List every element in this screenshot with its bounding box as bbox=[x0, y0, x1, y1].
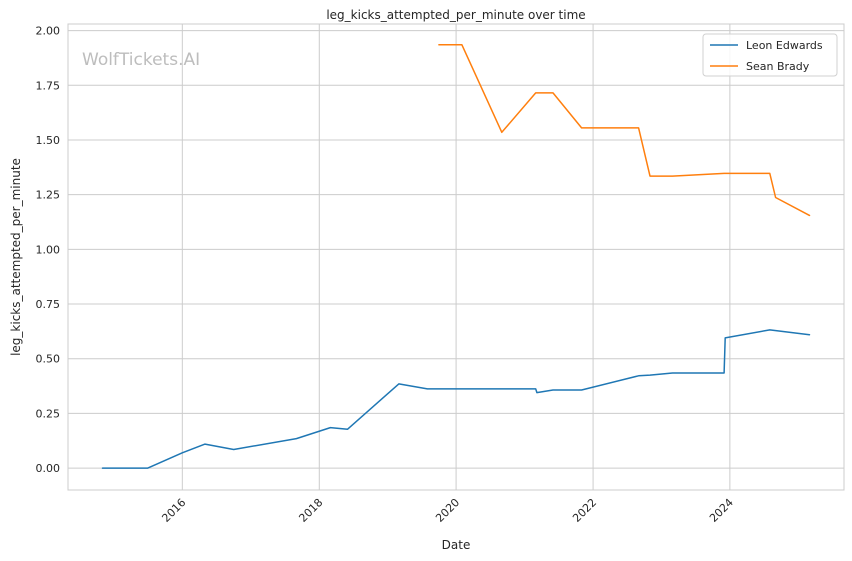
y-axis-ticks: 0.00 0.25 0.50 0.75 1.00 1.25 1.50 1.75 2.00 bbox=[36, 25, 61, 476]
series-line-leon-edwards bbox=[101, 329, 811, 469]
watermark: WolfTickets.AI bbox=[82, 50, 200, 70]
series-layer bbox=[101, 44, 811, 469]
y-axis-label: leg_kicks_attempted_per_minute bbox=[9, 158, 23, 356]
y-tick-label: 0.50 bbox=[36, 353, 61, 366]
x-tick-label: 2022 bbox=[570, 496, 599, 525]
y-tick-label: 2.00 bbox=[36, 25, 61, 38]
x-tick-label: 2016 bbox=[159, 496, 188, 525]
legend: Leon Edwards Sean Brady bbox=[702, 33, 838, 77]
x-axis-ticks: 2016 2018 2020 2022 2024 bbox=[159, 496, 736, 525]
y-tick-label: 1.25 bbox=[36, 189, 61, 202]
x-axis-label: Date bbox=[442, 538, 471, 552]
y-tick-label: 0.75 bbox=[36, 298, 61, 311]
y-tick-label: 1.00 bbox=[36, 243, 61, 256]
chart-title: leg_kicks_attempted_per_minute over time bbox=[326, 8, 585, 22]
legend-label-sean-brady: Sean Brady bbox=[746, 60, 810, 73]
grid bbox=[68, 24, 844, 490]
x-tick-label: 2020 bbox=[433, 496, 462, 525]
series-line-sean-brady bbox=[438, 44, 811, 217]
legend-label-leon-edwards: Leon Edwards bbox=[746, 39, 823, 52]
y-tick-label: 1.50 bbox=[36, 134, 61, 147]
y-tick-label: 1.75 bbox=[36, 79, 61, 92]
y-tick-label: 0.00 bbox=[36, 462, 61, 475]
x-tick-label: 2018 bbox=[296, 496, 325, 525]
x-tick-label: 2024 bbox=[707, 496, 736, 525]
y-tick-label: 0.25 bbox=[36, 407, 61, 420]
